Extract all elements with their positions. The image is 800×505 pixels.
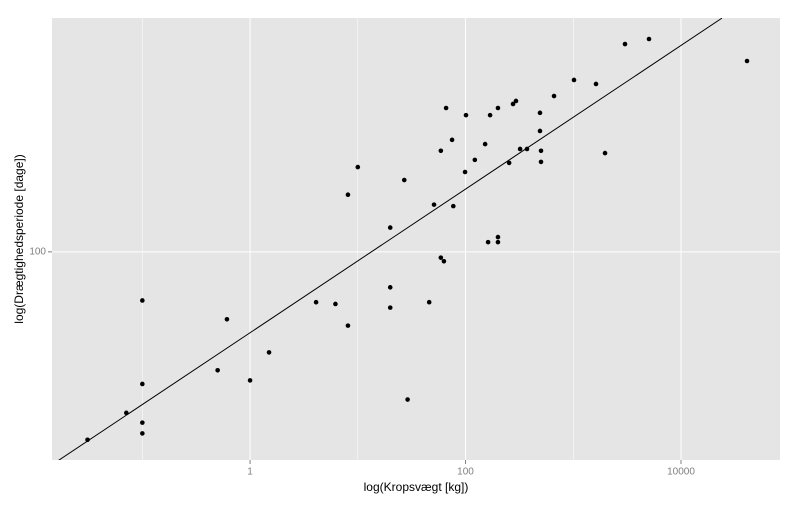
data-point: [602, 150, 608, 156]
data-point: [345, 323, 351, 328]
data-point: [333, 301, 338, 307]
data-point: [513, 98, 519, 104]
data-point: [405, 397, 410, 402]
data-point: [495, 105, 501, 111]
x-axis-title: log(Kropsvægt [kg]): [364, 480, 469, 494]
data-point: [506, 160, 512, 166]
data-point: [124, 410, 129, 416]
plot-panel: [52, 18, 780, 460]
data-point: [140, 420, 145, 425]
data-point: [538, 159, 544, 165]
data-point: [646, 36, 652, 42]
data-point: [387, 225, 393, 230]
y-axis-title: log(Drægtighedsperiode [dage]): [12, 154, 26, 323]
x-tick-label: 100: [457, 467, 474, 478]
data-point: [140, 298, 145, 303]
data-point: [485, 239, 491, 245]
data-point: [537, 128, 543, 134]
data-point: [472, 157, 478, 163]
x-tick-label: 10000: [667, 467, 695, 478]
regression-line: [58, 18, 723, 460]
data-point: [495, 234, 501, 240]
data-point: [537, 110, 543, 116]
y-tick-label: 100: [29, 247, 46, 258]
data-point: [510, 101, 516, 107]
x-tick-label: 1: [247, 467, 253, 478]
data-point: [387, 285, 393, 290]
data-point: [401, 177, 407, 183]
data-point: [622, 41, 628, 47]
data-point: [345, 192, 351, 197]
data-point: [438, 255, 444, 260]
data-point: [441, 258, 447, 264]
data-point: [431, 202, 437, 207]
data-point: [140, 431, 145, 436]
data-point: [140, 381, 145, 387]
data-point: [313, 299, 319, 305]
data-point: [593, 81, 599, 87]
data-point: [451, 203, 456, 209]
data-point: [215, 367, 220, 373]
data-point: [487, 112, 493, 118]
data-point: [524, 146, 530, 152]
data-point: [517, 146, 523, 152]
data-point: [462, 169, 468, 175]
data-point: [426, 299, 432, 305]
data-point: [387, 305, 393, 310]
data-point: [449, 137, 455, 143]
data-point: [266, 350, 272, 355]
data-point: [551, 93, 557, 99]
data-point: [744, 58, 750, 64]
data-point: [85, 437, 90, 443]
data-point: [224, 316, 230, 322]
data-point: [247, 378, 253, 383]
data-point: [482, 141, 488, 147]
data-point: [355, 164, 361, 170]
data-point: [571, 77, 577, 83]
data-point: [438, 148, 444, 154]
data-point: [463, 112, 469, 118]
data-point: [538, 148, 544, 154]
data-point: [495, 239, 501, 245]
data-point: [443, 105, 449, 111]
